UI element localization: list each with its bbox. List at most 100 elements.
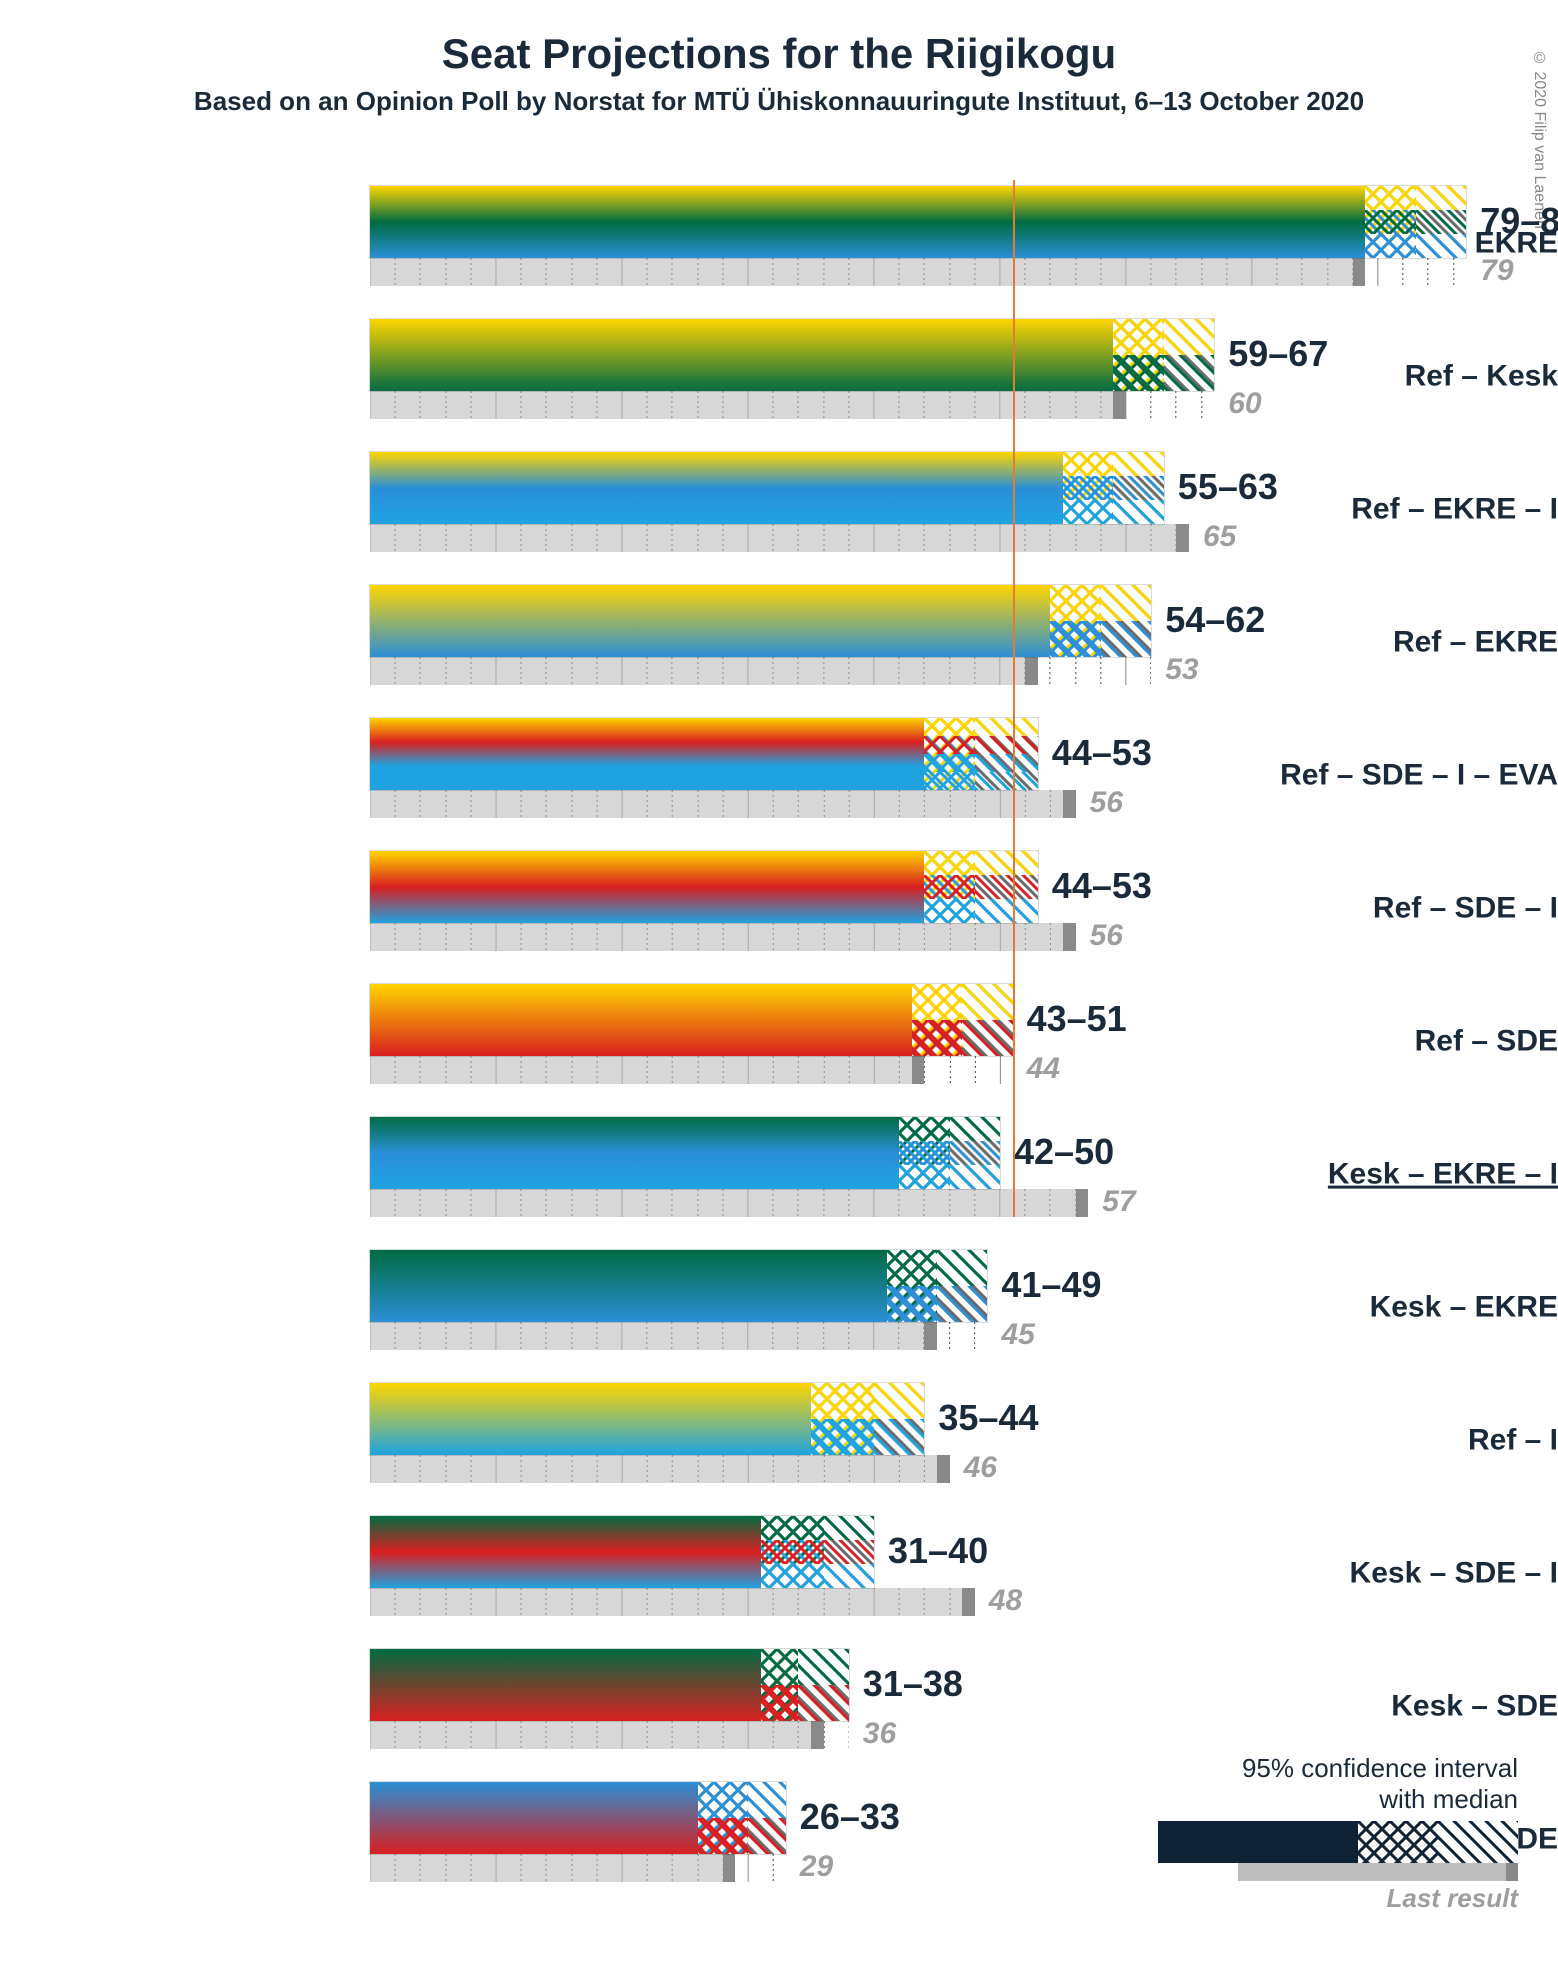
bar-gradient xyxy=(370,585,1151,657)
last-result-label: 46 xyxy=(964,1451,997,1485)
projection-range-label: 41–49 xyxy=(1001,1264,1101,1306)
last-result-label: 65 xyxy=(1203,520,1236,554)
ci-upper-diagonal xyxy=(1113,452,1163,524)
last-result-tip xyxy=(811,1721,824,1749)
ci-upper-diagonal xyxy=(1416,186,1466,258)
coalition-row: Ref – EKRE – I55–6365 xyxy=(0,446,1558,579)
last-result-tip xyxy=(937,1455,950,1483)
ci-upper-diagonal xyxy=(975,851,1038,923)
last-result-tip xyxy=(723,1854,736,1882)
projection-bar xyxy=(370,319,1214,391)
projection-range-label: 42–50 xyxy=(1014,1131,1114,1173)
coalition-row: Kesk – EKRE 41–49 45 xyxy=(0,1244,1558,1377)
last-result-label: 29 xyxy=(800,1850,833,1884)
projection-range-label: 44–53 xyxy=(1052,865,1152,907)
last-result-bar xyxy=(370,1189,1088,1217)
legend-ci-text-2: with median xyxy=(1098,1784,1518,1815)
coalition-label: Kesk – EKRE – I xyxy=(1208,1157,1558,1191)
ci-upper-diagonal xyxy=(1101,585,1151,657)
projection-bar xyxy=(370,718,1038,790)
last-result-label: 45 xyxy=(1001,1318,1034,1352)
projection-range-label: 31–38 xyxy=(863,1663,963,1705)
last-result-label: 79 xyxy=(1480,254,1513,288)
projection-range-label: 54–62 xyxy=(1165,599,1265,641)
last-result-bar xyxy=(370,1455,950,1483)
last-result-label: 60 xyxy=(1228,387,1261,421)
legend-last-swatch xyxy=(1238,1863,1518,1881)
bar-gradient xyxy=(370,452,1164,524)
last-result-label: 53 xyxy=(1165,653,1198,687)
last-result-tip xyxy=(1063,923,1076,951)
last-result-label: 56 xyxy=(1090,786,1123,820)
ci-upper-diagonal xyxy=(937,1250,987,1322)
projection-bar xyxy=(370,1250,987,1322)
coalition-label: Kesk – EKRE xyxy=(1208,1290,1558,1324)
projection-bar xyxy=(370,851,1038,923)
coalition-label: Ref – SDE – I xyxy=(1208,891,1558,925)
ci-upper-diagonal xyxy=(824,1516,874,1588)
last-result-bar xyxy=(370,923,1076,951)
last-result-label: 48 xyxy=(989,1584,1022,1618)
last-result-bar xyxy=(370,1854,735,1882)
bar-gradient xyxy=(370,319,1214,391)
projection-bar xyxy=(370,1782,786,1854)
coalition-label: Ref – I xyxy=(1208,1423,1558,1457)
legend-ci-swatch xyxy=(1158,1821,1518,1863)
last-result-bar xyxy=(370,1322,937,1350)
last-result-bar xyxy=(370,657,1038,685)
last-result-bar xyxy=(370,524,1189,552)
projection-range-label: 31–40 xyxy=(888,1530,988,1572)
coalition-label: Kesk – SDE xyxy=(1208,1689,1558,1723)
last-result-tip xyxy=(1176,524,1189,552)
projection-bar xyxy=(370,186,1466,258)
projection-bar xyxy=(370,1516,874,1588)
last-result-label: 44 xyxy=(1027,1052,1060,1086)
projection-bar xyxy=(370,452,1164,524)
ci-upper-diagonal xyxy=(950,1117,1000,1189)
majority-threshold-line xyxy=(1013,180,1015,1217)
coalition-row: Ref – Kesk59–6760 xyxy=(0,313,1558,446)
bar-gradient xyxy=(370,186,1466,258)
last-result-label: 57 xyxy=(1102,1185,1135,1219)
coalition-row: Ref – SDE – I 44–53 56 xyxy=(0,845,1558,978)
projection-bar xyxy=(370,984,1013,1056)
projection-bar xyxy=(370,1117,1000,1189)
ci-upper-diagonal xyxy=(1164,319,1214,391)
coalition-row: Ref – Kesk – EKRE79–8779 xyxy=(0,180,1558,313)
last-result-label: 56 xyxy=(1090,919,1123,953)
legend-last-text: Last result xyxy=(1098,1883,1518,1914)
ci-upper-diagonal xyxy=(962,984,1012,1056)
last-result-tip xyxy=(1113,391,1126,419)
last-result-bar xyxy=(370,1588,975,1616)
projection-range-label: 35–44 xyxy=(938,1397,1038,1439)
ci-upper-diagonal xyxy=(748,1782,786,1854)
coalition-label: Ref – SDE – I – EVA xyxy=(1208,758,1558,792)
last-result-tip xyxy=(1353,258,1366,286)
last-result-tip xyxy=(912,1056,925,1084)
last-result-bar xyxy=(370,1721,824,1749)
coalition-label: Kesk – SDE – I xyxy=(1208,1556,1558,1590)
projection-range-label: 55–63 xyxy=(1178,466,1278,508)
ci-upper-diagonal xyxy=(874,1383,924,1455)
projection-range-label: 43–51 xyxy=(1027,998,1127,1040)
projection-bar xyxy=(370,1649,849,1721)
coalition-row: Kesk – EKRE – I 42–50 57 xyxy=(0,1111,1558,1244)
chart-subtitle: Based on an Opinion Poll by Norstat for … xyxy=(0,86,1558,117)
coalition-row: Kesk – SDE – I 31–4048 xyxy=(0,1510,1558,1643)
projection-range-label: 44–53 xyxy=(1052,732,1152,774)
chart-legend: 95% confidence intervalwith median Last r… xyxy=(1098,1753,1518,1914)
last-result-bar xyxy=(370,1056,924,1084)
projection-bar xyxy=(370,1383,924,1455)
projection-range-label: 59–67 xyxy=(1228,333,1328,375)
last-result-tip xyxy=(1076,1189,1089,1217)
ci-upper-diagonal xyxy=(975,718,1038,790)
coalition-row: Ref – EKRE54–6253 xyxy=(0,579,1558,712)
last-result-tip xyxy=(1025,657,1038,685)
last-result-bar xyxy=(370,790,1076,818)
coalition-row: Ref – SDE – I – EVA 44–53 56 xyxy=(0,712,1558,845)
coalition-label: Ref – SDE xyxy=(1208,1024,1558,1058)
last-result-tip xyxy=(924,1322,937,1350)
projection-range-label: 26–33 xyxy=(800,1796,900,1838)
chart-title: Seat Projections for the Riigikogu xyxy=(0,30,1558,78)
legend-ci-text-1: 95% confidence interval xyxy=(1098,1753,1518,1784)
